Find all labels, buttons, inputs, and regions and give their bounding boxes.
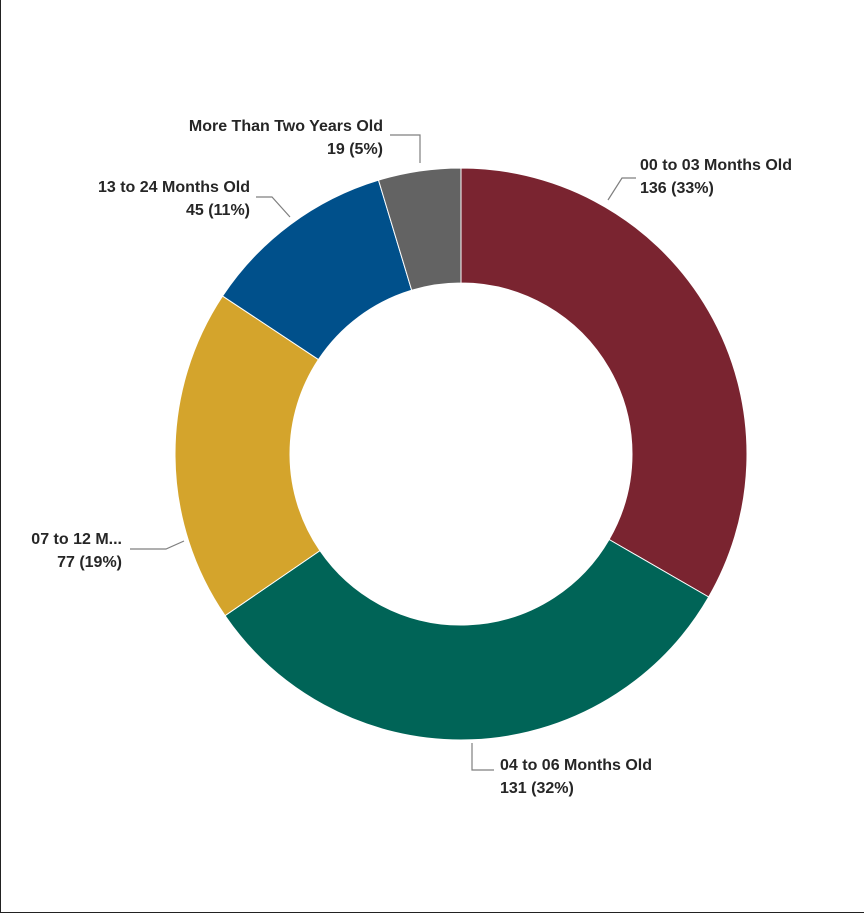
leader-line-07-to-12-months-old [130,540,185,550]
slice-00-to-03-months-old[interactable] [460,167,748,598]
leader-line-more-than-two-years-old [390,134,421,163]
data-label-category: 00 to 03 Months Old [640,157,792,174]
data-label-category: 04 to 06 Months Old [500,757,652,774]
labels-group: 00 to 03 Months Old 136 (33%) 04 to 06 Mon… [31,118,792,797]
slices-group [174,167,748,741]
data-label-category: More Than Two Years Old [189,118,383,135]
data-label-07-to-12-months-old: 07 to 12 M... 77 (19%) [31,531,122,571]
leader-line-04-to-06-months-old [471,743,494,771]
data-label-value: 19 (5%) [327,141,383,158]
data-label-value: 45 (11%) [186,202,250,219]
leader-line-13-to-24-months-old [256,196,291,218]
slice-07-to-12-months-old[interactable] [174,295,321,617]
data-label-more-than-two-years-old: More Than Two Years Old 19 (5%) [189,118,383,158]
slice-04-to-06-months-old[interactable] [224,538,710,741]
data-label-00-to-03-months-old: 00 to 03 Months Old 136 (33%) [640,157,792,197]
data-label-13-to-24-months-old: 13 to 24 Months Old 45 (11%) [98,179,250,219]
data-label-category: 07 to 12 M... [31,531,122,548]
data-label-category: 13 to 24 Months Old [98,179,250,196]
leader-line-00-to-03-months-old [607,177,636,201]
data-label-value: 131 (32%) [500,780,574,797]
data-label-value: 77 (19%) [57,554,122,571]
data-label-04-to-06-months-old: 04 to 06 Months Old 131 (32%) [500,757,652,797]
slice-more-than-two-years-old[interactable] [377,167,462,291]
leader-lines-group [130,134,636,771]
data-label-value: 136 (33%) [640,180,714,197]
